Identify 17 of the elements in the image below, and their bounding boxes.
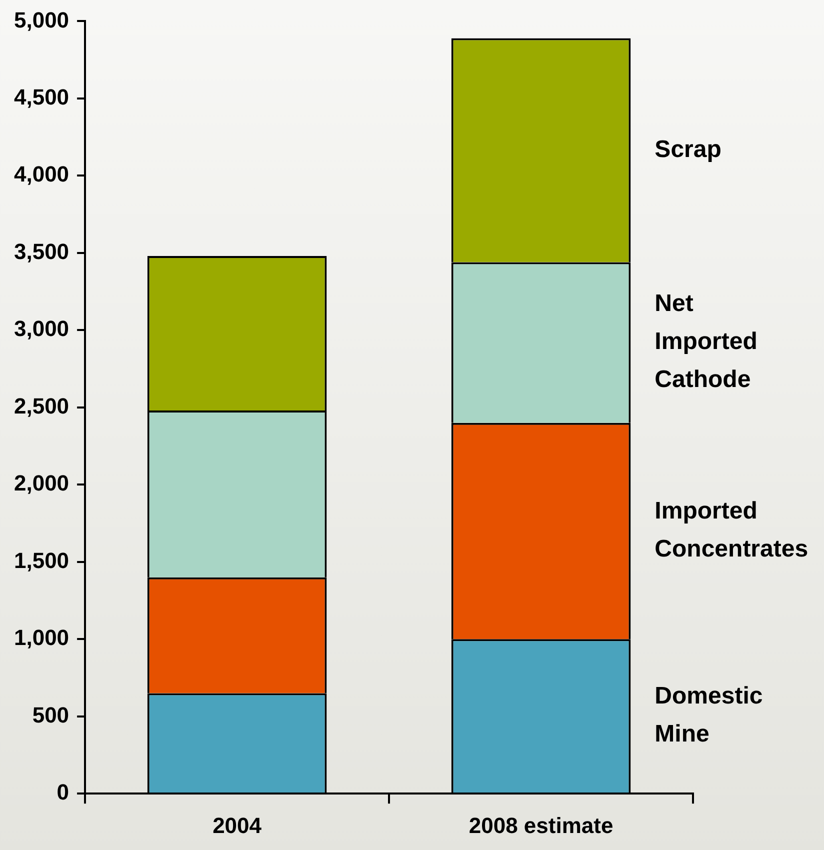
series-label: Scrap [654,136,722,163]
series-label: Domestic Mine [654,682,763,748]
x-tick-label: 2004 [212,812,262,838]
y-tick-label: 3,500 [14,238,70,264]
y-tick-label: 500 [32,702,70,728]
y-tick-label: 1,500 [14,548,70,573]
y-tick-label: 1,000 [14,625,70,650]
y-tick-label: 2,500 [14,393,70,418]
y-tick-label: 3,000 [14,316,70,342]
y-tick-label: 2,000 [14,470,70,496]
y-tick-label: 4,000 [14,162,70,187]
y-tick-label: 4,500 [14,84,70,110]
series-label: Net Imported Cathode [654,290,758,394]
series-label: Imported Concentrates [654,498,808,563]
y-tick-label: 0 [56,780,70,805]
x-tick-label: 2008 estimate [468,812,614,838]
y-tick-label: 5,000 [14,7,70,32]
